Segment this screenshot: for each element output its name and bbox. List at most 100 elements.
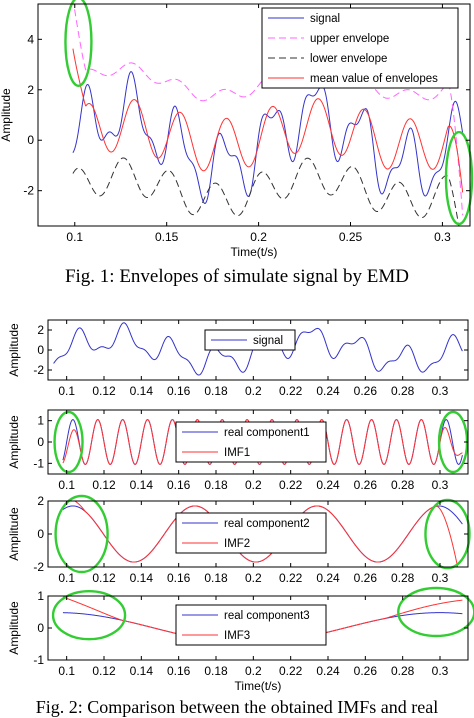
y-axis-label: Amplitude: [7, 507, 21, 561]
y-tick-label: 0: [27, 133, 34, 147]
y-tick-label: -1: [33, 653, 44, 667]
legend-box: [175, 421, 327, 463]
annotation-ellipse: [424, 498, 471, 570]
x-tick-label: 0.12: [92, 478, 116, 492]
chart-panel-4: 0.1 0.12 0.14 0.16 0.18 0.2 0.22 0.24 0.26 0.28 0.…: [7, 494, 471, 585]
x-tick-label: 0.12: [92, 384, 116, 398]
y-axis-label: Amplitude: [0, 88, 13, 142]
x-tick-label: 0.22: [279, 384, 303, 398]
x-tick-label: 0.28: [391, 478, 415, 492]
x-tick-label: 0.22: [279, 478, 303, 492]
y-tick-label: 2: [27, 83, 34, 97]
figure-2-caption: Fig. 2: Comparison between the obtained …: [35, 697, 439, 717]
x-tick-label: 0.14: [130, 571, 154, 585]
x-tick-label: 0.1: [66, 230, 83, 244]
y-tick-label: -2: [33, 363, 44, 377]
annotation-ellipse: [51, 590, 127, 641]
x-tick-label: 0.2: [245, 571, 262, 585]
annotation-ellipse: [397, 586, 474, 638]
x-tick-label: 0.28: [391, 571, 415, 585]
x-tick-label: 0.3: [432, 571, 449, 585]
x-tick-label: 0.24: [316, 384, 340, 398]
x-tick-label: 0.26: [354, 384, 378, 398]
x-tick-label: 0.24: [316, 571, 340, 585]
x-tick-label: 0.22: [279, 664, 303, 678]
x-tick-label: 0.28: [391, 384, 415, 398]
x-tick-label: 0.3: [434, 230, 451, 244]
x-tick-label: 0.16: [167, 384, 191, 398]
annotation-ellipse: [437, 410, 469, 474]
legend-label: signal: [253, 335, 283, 347]
x-tick-label: 0.28: [391, 664, 415, 678]
annotation-ellipse: [53, 410, 84, 474]
y-axis-label: Amplitude: [7, 323, 21, 377]
series-line-signal: [72, 71, 464, 204]
x-tick-label: 0.12: [92, 571, 116, 585]
y-tick-label: -1: [33, 456, 44, 470]
series-line-imf2: [73, 501, 459, 567]
x-tick-label: 0.22: [279, 571, 303, 585]
y-tick-label: 0: [37, 527, 44, 541]
x-tick-label: 0.16: [167, 664, 191, 678]
legend-label: IMF1: [224, 447, 250, 459]
x-tick-label: 0.12: [92, 664, 116, 678]
x-tick-label: 0.26: [354, 478, 378, 492]
legend: real component3 IMF3: [175, 604, 327, 646]
x-tick-label: 0.14: [130, 478, 154, 492]
legend-label: IMF3: [224, 630, 250, 642]
x-tick-label: 0.18: [204, 664, 228, 678]
axes-frame: [37, 3, 471, 227]
x-tick-label: 0.16: [167, 571, 191, 585]
y-tick-label: 4: [27, 32, 34, 46]
figure-1-caption: Fig. 1: Envelopes of simulate signal by …: [64, 266, 410, 287]
legend-box: [175, 512, 327, 554]
y-tick-label: 1: [37, 414, 44, 428]
x-tick-label: 0.18: [204, 384, 228, 398]
y-tick-label: 1: [37, 589, 44, 603]
x-tick-label: 0.1: [58, 664, 75, 678]
x-tick-label: 0.14: [130, 384, 154, 398]
chart-panel-1: 0.1 0.15 0.2 0.25 0.3 -2 0 2 4 Amplitude Time(t/s)…: [0, 0, 474, 259]
legend: signal upper envelope lower envelope mean v…: [261, 7, 459, 89]
x-tick-label: 0.14: [130, 664, 154, 678]
x-tick-label: 0.2: [245, 478, 262, 492]
y-tick-label: 0: [37, 343, 44, 357]
x-tick-label: 0.24: [316, 664, 340, 678]
series-line-mean-value-of-envelopes: [72, 48, 464, 193]
legend-label: mean value of envelopes: [310, 73, 438, 85]
x-tick-label: 0.1: [58, 571, 75, 585]
x-tick-label: 0.24: [316, 478, 340, 492]
legend-label: real component2: [224, 518, 310, 530]
y-tick-label: 2: [37, 494, 44, 508]
x-tick-label: 0.15: [155, 230, 179, 244]
x-tick-label: 0.3: [432, 664, 449, 678]
series-line-lower-envelope: [72, 157, 460, 226]
legend: real component1 IMF1: [175, 421, 327, 463]
legend-box: [175, 604, 327, 646]
y-tick-label: -2: [33, 560, 44, 574]
x-axis-label: Time(t/s): [235, 679, 282, 693]
chart-panel-5: 0.1 0.12 0.14 0.16 0.18 0.2 0.22 0.24 0.26 0.28 0.…: [7, 586, 474, 693]
annotation-ellipse: [54, 494, 109, 574]
x-tick-label: 0.3: [432, 384, 449, 398]
y-tick-label: 0: [37, 435, 44, 449]
x-axis-label: Time(t/s): [231, 245, 278, 259]
x-tick-label: 0.2: [250, 230, 267, 244]
x-tick-label: 0.16: [167, 478, 191, 492]
legend-label: IMF2: [224, 538, 250, 550]
legend-box: [261, 7, 459, 89]
y-tick-label: -2: [23, 184, 34, 198]
annotation-ellipse: [444, 130, 474, 226]
x-tick-label: 0.2: [245, 384, 262, 398]
x-tick-label: 0.26: [354, 664, 378, 678]
chart-panel-3: 0.1 0.12 0.14 0.16 0.18 0.2 0.22 0.24 0.26 0.28 0.…: [7, 409, 469, 492]
legend: signal: [204, 329, 296, 351]
x-tick-label: 0.25: [339, 230, 363, 244]
legend: real component2 IMF2: [175, 512, 327, 554]
legend-label: real component1: [224, 427, 310, 439]
legend-label: signal: [310, 13, 340, 25]
x-tick-label: 0.2: [245, 664, 262, 678]
y-axis-label: Amplitude: [7, 601, 21, 655]
y-axis-label: Amplitude: [7, 415, 21, 469]
